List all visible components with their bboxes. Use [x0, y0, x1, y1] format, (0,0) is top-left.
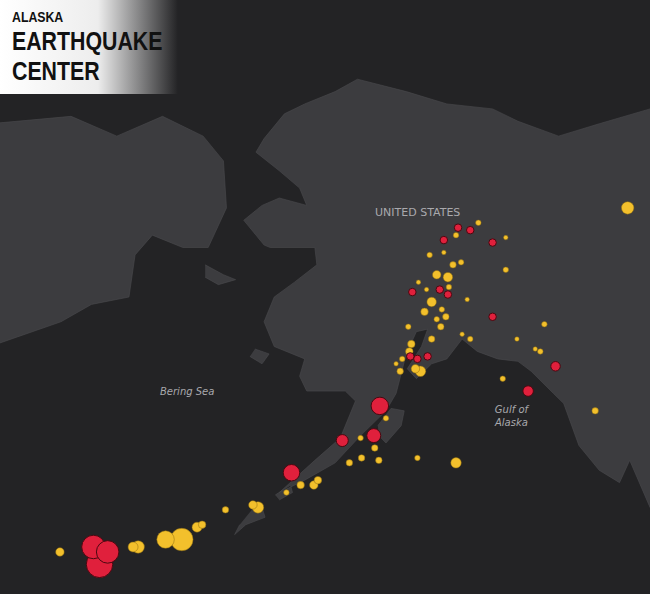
svg-text:Bering Sea: Bering Sea — [160, 386, 214, 397]
html-text:EARTHQUAKE: EARTHQUAKE — [12, 26, 163, 56]
svg-text:Gulf ofAlaska: Gulf ofAlaska — [494, 404, 530, 428]
html-text:ALASKA: ALASKA — [12, 8, 64, 25]
svg-text:UNITED STATES: UNITED STATES — [375, 206, 460, 219]
html-text:CENTER: CENTER — [12, 56, 100, 86]
